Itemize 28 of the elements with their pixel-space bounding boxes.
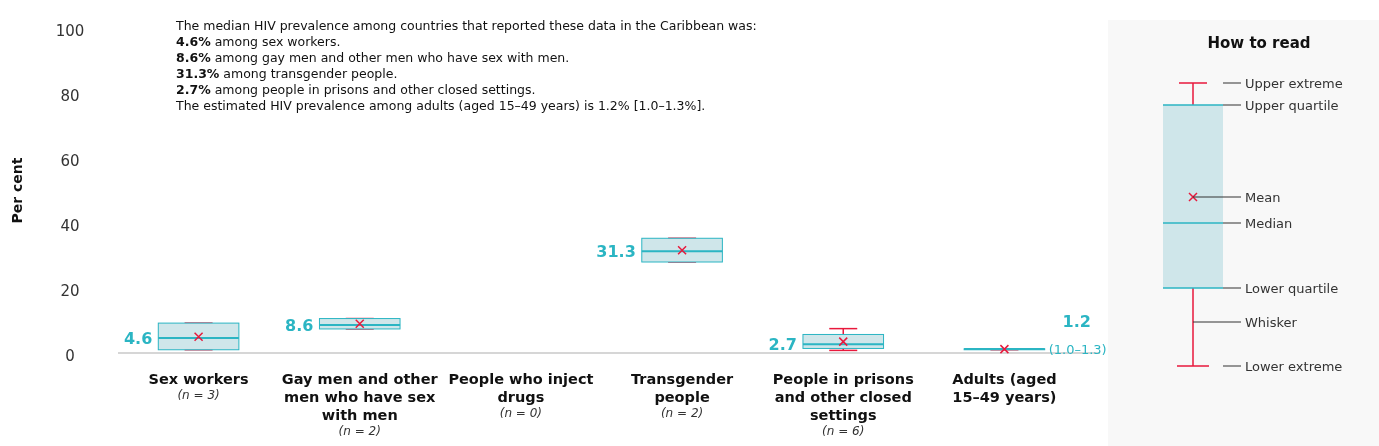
y-tick-label: 0 xyxy=(65,347,75,365)
text: Upper quartile xyxy=(1245,97,1339,113)
text: Lower extreme xyxy=(1245,358,1343,374)
text: Lower quartile xyxy=(1245,280,1339,296)
text: 1.2 xyxy=(1062,312,1091,332)
text: 2.7 xyxy=(768,334,797,354)
text: Upper extreme xyxy=(1245,75,1343,91)
text: Median xyxy=(1245,215,1293,231)
x-tick-label: Gay men and other men who have sex with men (n = 2) xyxy=(281,371,439,438)
text: 8.6 xyxy=(285,315,314,335)
annotation: (1.0–1.3) xyxy=(1048,341,1107,357)
x-tick-label: People in prisons and other closed settings (n = 6) xyxy=(772,371,914,438)
y-axis-title: Per cent xyxy=(9,157,25,224)
y-tick-label: 80 xyxy=(60,87,80,105)
x-tick-label: Sex workers (n = 3) xyxy=(148,371,249,402)
y-tick-label: 20 xyxy=(60,282,80,300)
y-tick-label: 60 xyxy=(60,152,80,170)
text: 4.6 xyxy=(123,328,153,348)
x-tick-label: Transgender people (n = 2) xyxy=(631,371,734,420)
text: The median HIV prevalence among countries that reported these data in the Caribbean was: 4.6% among sex workers. 8.6% among gay men and other men who have sex with men. 31.3% among transgender people. 2.7% among people in prisons and other closed settings. The estimated HIV prevalence among adults (aged 15–49 years) is 1.2% [1.0–1.3%]. xyxy=(176,18,757,113)
text: Whisker xyxy=(1245,314,1298,330)
text: 31.3 xyxy=(596,241,636,261)
y-tick-label: 100 xyxy=(55,22,85,40)
y-tick-label: 40 xyxy=(60,217,80,235)
text: Mean xyxy=(1245,189,1281,205)
legend-title: How to read xyxy=(1207,34,1311,52)
x-tick-label: People who inject drugs (n = 0) xyxy=(448,371,594,420)
x-tick-label: Adults (aged 15–49 years) xyxy=(952,371,1057,405)
